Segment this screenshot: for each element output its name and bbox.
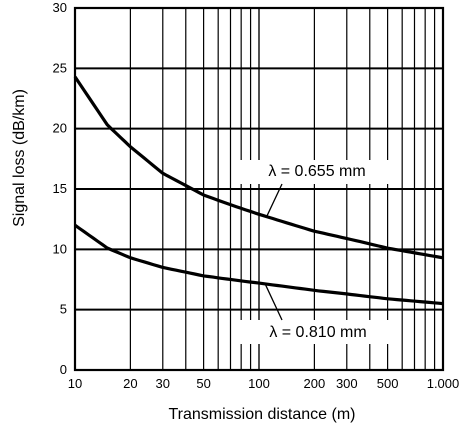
x-tick-label: 500 bbox=[377, 376, 399, 391]
y-tick-label: 0 bbox=[60, 362, 67, 377]
x-tick-label: 200 bbox=[304, 376, 326, 391]
y-tick-label: 25 bbox=[53, 60, 67, 75]
x-tick-label: 30 bbox=[156, 376, 170, 391]
annotation-leader bbox=[266, 183, 283, 217]
y-tick-label: 20 bbox=[53, 121, 67, 136]
series-annotations: λ = 0.655 mm λ = 0.810 mm bbox=[240, 160, 400, 344]
series-line-1 bbox=[73, 75, 444, 260]
annotation-leader bbox=[264, 283, 283, 321]
y-tick-label: 10 bbox=[53, 241, 67, 256]
x-tick-label: 300 bbox=[336, 376, 358, 391]
y-axis-title: Signal loss (dB/km) bbox=[11, 89, 28, 227]
y-tick-label: 5 bbox=[60, 302, 67, 317]
plot-frame bbox=[73, 6, 445, 372]
series-label: λ = 0.655 mm bbox=[268, 163, 365, 180]
x-tick-label: 50 bbox=[196, 376, 210, 391]
x-tick-label: 1.000 bbox=[427, 376, 460, 391]
annotation-box bbox=[240, 160, 398, 184]
annotation-box bbox=[240, 320, 400, 344]
series-line-2 bbox=[74, 223, 444, 306]
x-tick-label: 10 bbox=[68, 376, 82, 391]
series-label: λ = 0.810 mm bbox=[269, 324, 366, 341]
x-tick-label: 100 bbox=[248, 376, 270, 391]
x-tick-label: 20 bbox=[123, 376, 137, 391]
y-tick-label: 15 bbox=[53, 181, 67, 196]
grid bbox=[75, 8, 443, 370]
axes: 0 5 10 15 20 25 30 10 20 30 50 100 200 300 500 1.000 bbox=[53, 0, 460, 391]
y-tick-label: 30 bbox=[53, 0, 67, 15]
series-lines bbox=[73, 75, 444, 306]
x-axis-title: Transmission distance (m) bbox=[168, 406, 355, 423]
